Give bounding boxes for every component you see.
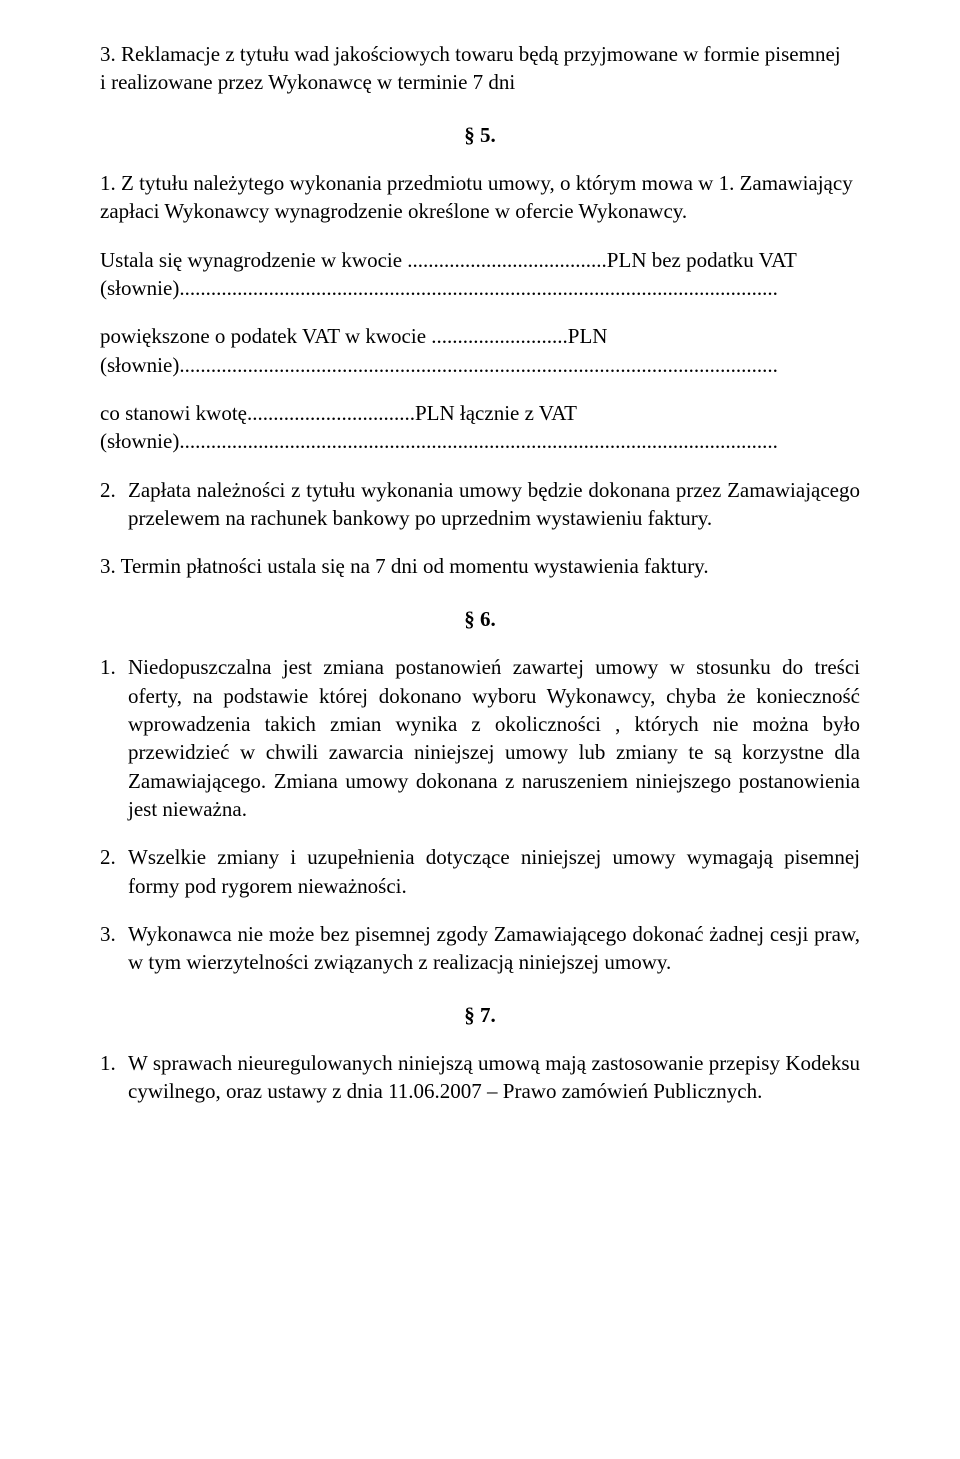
section-5-slownie-3: (słownie)...............................… xyxy=(100,427,860,455)
list-text: W sprawach nieuregulowanych niniejszą um… xyxy=(128,1049,860,1106)
list-text: Wszelkie zmiany i uzupełnienia dotyczące… xyxy=(128,843,860,900)
section-5-slownie-2: (słownie)...............................… xyxy=(100,351,860,379)
paragraph-3-line2: i realizowane przez Wykonawcę w terminie… xyxy=(100,68,860,96)
section-6-item-3: 3. Wykonawca nie może bez pisemnej zgody… xyxy=(100,920,860,977)
list-number: 1. xyxy=(100,1049,128,1106)
section-5-item-2: 2. Zapłata należności z tytułu wykonania… xyxy=(100,476,860,533)
section-5-item-3: 3. Termin płatności ustala się na 7 dni … xyxy=(100,552,860,580)
list-text: Wykonawca nie może bez pisemnej zgody Za… xyxy=(128,920,860,977)
section-7-item-1: 1. W sprawach nieuregulowanych niniejszą… xyxy=(100,1049,860,1106)
section-6-heading: § 6. xyxy=(100,605,860,633)
section-6-item-1: 1. Niedopuszczalna jest zmiana postanowi… xyxy=(100,653,860,823)
section-6-item-2: 2. Wszelkie zmiany i uzupełnienia dotycz… xyxy=(100,843,860,900)
list-text: Zapłata należności z tytułu wykonania um… xyxy=(128,476,860,533)
section-5-slownie-1: (słownie)...............................… xyxy=(100,274,860,302)
section-5-powiekszone: powiększone o podatek VAT w kwocie .....… xyxy=(100,322,860,350)
list-number: 3. xyxy=(100,920,128,977)
section-5-ustala: Ustala się wynagrodzenie w kwocie ......… xyxy=(100,246,860,274)
list-number: 2. xyxy=(100,843,128,900)
list-number: 2. xyxy=(100,476,128,533)
section-5-costanowi: co stanowi kwotę........................… xyxy=(100,399,860,427)
list-number: 1. xyxy=(100,653,128,823)
paragraph-3-line1: 3. Reklamacje z tytułu wad jakościowych … xyxy=(100,40,860,68)
section-7-heading: § 7. xyxy=(100,1001,860,1029)
list-text: Niedopuszczalna jest zmiana postanowień … xyxy=(128,653,860,823)
document-page: 3. Reklamacje z tytułu wad jakościowych … xyxy=(0,0,960,1459)
section-5-item-1: 1. Z tytułu należytego wykonania przedmi… xyxy=(100,169,860,226)
section-5-heading: § 5. xyxy=(100,121,860,149)
